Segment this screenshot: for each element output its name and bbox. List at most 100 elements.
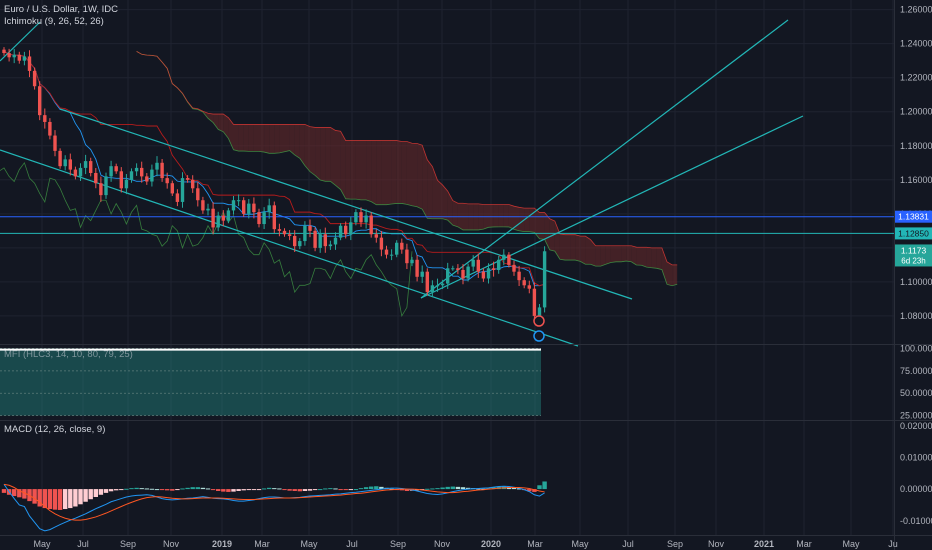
candle-body bbox=[532, 288, 537, 316]
macd-histogram-bar bbox=[379, 486, 384, 490]
candle-body bbox=[226, 210, 231, 221]
candle-body bbox=[522, 280, 526, 286]
candle-body bbox=[267, 205, 271, 213]
macd-histogram-bar bbox=[17, 489, 22, 498]
price-tick-label: 1.20000 bbox=[900, 107, 932, 117]
macd-histogram-bar bbox=[68, 489, 73, 509]
horizontal-levels[interactable] bbox=[0, 216, 894, 234]
candle bbox=[48, 118, 52, 140]
candle-body bbox=[124, 179, 129, 189]
dividend-marker bbox=[533, 330, 545, 342]
mfi-tick-label: 50.00000 bbox=[900, 388, 932, 398]
cloud-segment bbox=[401, 141, 407, 205]
event-markers[interactable] bbox=[533, 315, 545, 342]
macd-histogram-bar bbox=[277, 488, 282, 490]
candle-body bbox=[349, 222, 353, 235]
time-tick-label: Jul bbox=[77, 539, 89, 549]
cloud-segment bbox=[539, 212, 545, 240]
candle-body bbox=[507, 254, 511, 265]
candle-body bbox=[129, 171, 134, 180]
candle-body bbox=[456, 268, 460, 270]
candle bbox=[400, 238, 404, 254]
trendline bbox=[0, 21, 41, 62]
time-tick-label: 2019 bbox=[212, 539, 232, 549]
candle-body bbox=[354, 212, 358, 223]
macd-histogram-bar bbox=[180, 488, 185, 490]
macd-legend[interactable]: MACD (12, 26, close, 9) bbox=[4, 424, 105, 435]
cloud-segment bbox=[432, 166, 438, 219]
candle-body bbox=[542, 251, 547, 308]
candle-body bbox=[53, 135, 57, 151]
mfi-band bbox=[0, 348, 541, 416]
macd-histogram-bar bbox=[47, 489, 53, 510]
candle bbox=[532, 282, 537, 323]
cloud-segment bbox=[396, 140, 402, 204]
cloud-segment bbox=[345, 140, 351, 200]
macd-histogram-bar bbox=[282, 489, 287, 491]
ichimoku-legend[interactable]: Ichimoku (9, 26, 52, 26) bbox=[4, 16, 104, 27]
candle-body bbox=[497, 259, 501, 270]
macd-histogram-bar bbox=[363, 487, 369, 490]
cloud-segment bbox=[570, 234, 576, 261]
macd-histogram-bar bbox=[455, 486, 461, 490]
cloud-segment bbox=[646, 247, 652, 268]
candle bbox=[369, 212, 373, 238]
mfi-pane bbox=[0, 348, 541, 416]
cloud-segment bbox=[554, 221, 560, 260]
macd-histogram-bar bbox=[205, 488, 211, 490]
candle-body bbox=[175, 193, 180, 202]
candle bbox=[221, 210, 225, 227]
candle bbox=[461, 264, 465, 285]
candle-body bbox=[338, 225, 343, 238]
mfi-legend[interactable]: MFI (HLC3, 14, 10, 80, 79, 25) bbox=[4, 349, 133, 360]
price-tick-label: 1.10000 bbox=[900, 277, 932, 287]
senkou-span-b bbox=[136, 50, 678, 266]
current-price-text: 1.1173 bbox=[901, 245, 927, 255]
candle bbox=[512, 260, 516, 276]
candle bbox=[211, 202, 215, 235]
macd-histogram-bar bbox=[450, 486, 455, 490]
cloud-segment bbox=[279, 124, 285, 153]
cloud-segment bbox=[524, 208, 530, 232]
time-tick-label: Jul bbox=[346, 539, 358, 549]
trendline bbox=[59, 108, 633, 300]
cloud-segment bbox=[651, 247, 657, 269]
candle bbox=[231, 196, 236, 215]
cloud-segment bbox=[376, 140, 382, 205]
macd-histogram-bar bbox=[210, 489, 216, 491]
price-axis[interactable]: 1.26000 1.24000 1.22000 1.20000 1.18000 1.160… bbox=[900, 5, 932, 526]
candle-body bbox=[481, 271, 486, 279]
macd-histogram-bar bbox=[93, 489, 98, 497]
macd-histogram-bar bbox=[516, 488, 522, 490]
candle bbox=[497, 255, 501, 274]
symbol-title[interactable]: Euro / U.S. Dollar, 1W, IDC bbox=[4, 4, 118, 15]
macd-histogram-bar bbox=[124, 488, 129, 490]
candle-body bbox=[150, 169, 154, 182]
candle bbox=[282, 228, 287, 237]
macd-histogram-bar bbox=[374, 486, 379, 490]
cloud-segment bbox=[559, 233, 565, 261]
candle-body bbox=[236, 200, 241, 202]
macd-histogram-bar bbox=[236, 489, 241, 491]
candle bbox=[155, 156, 159, 177]
candle bbox=[451, 265, 455, 271]
candle-body bbox=[201, 200, 205, 211]
cloud-segment bbox=[259, 124, 265, 153]
candle-body bbox=[231, 200, 236, 211]
cloud-segment bbox=[427, 159, 433, 219]
cloud-segment bbox=[656, 247, 662, 270]
time-tick-label: May bbox=[842, 539, 860, 549]
candle bbox=[267, 198, 271, 219]
candle bbox=[160, 159, 164, 182]
candle bbox=[359, 207, 363, 227]
time-axis[interactable]: May Jul Sep Nov 2019 Mar May Jul Sep Nov 2020 Mar Ma… bbox=[33, 539, 897, 549]
candle bbox=[456, 264, 460, 275]
time-tick-label: May bbox=[300, 539, 318, 549]
candle bbox=[349, 216, 353, 241]
candle bbox=[22, 51, 27, 66]
level-badge-2-text: 1.12850 bbox=[898, 228, 929, 238]
cloud-segment bbox=[223, 114, 229, 139]
cloud-segment bbox=[315, 127, 321, 180]
